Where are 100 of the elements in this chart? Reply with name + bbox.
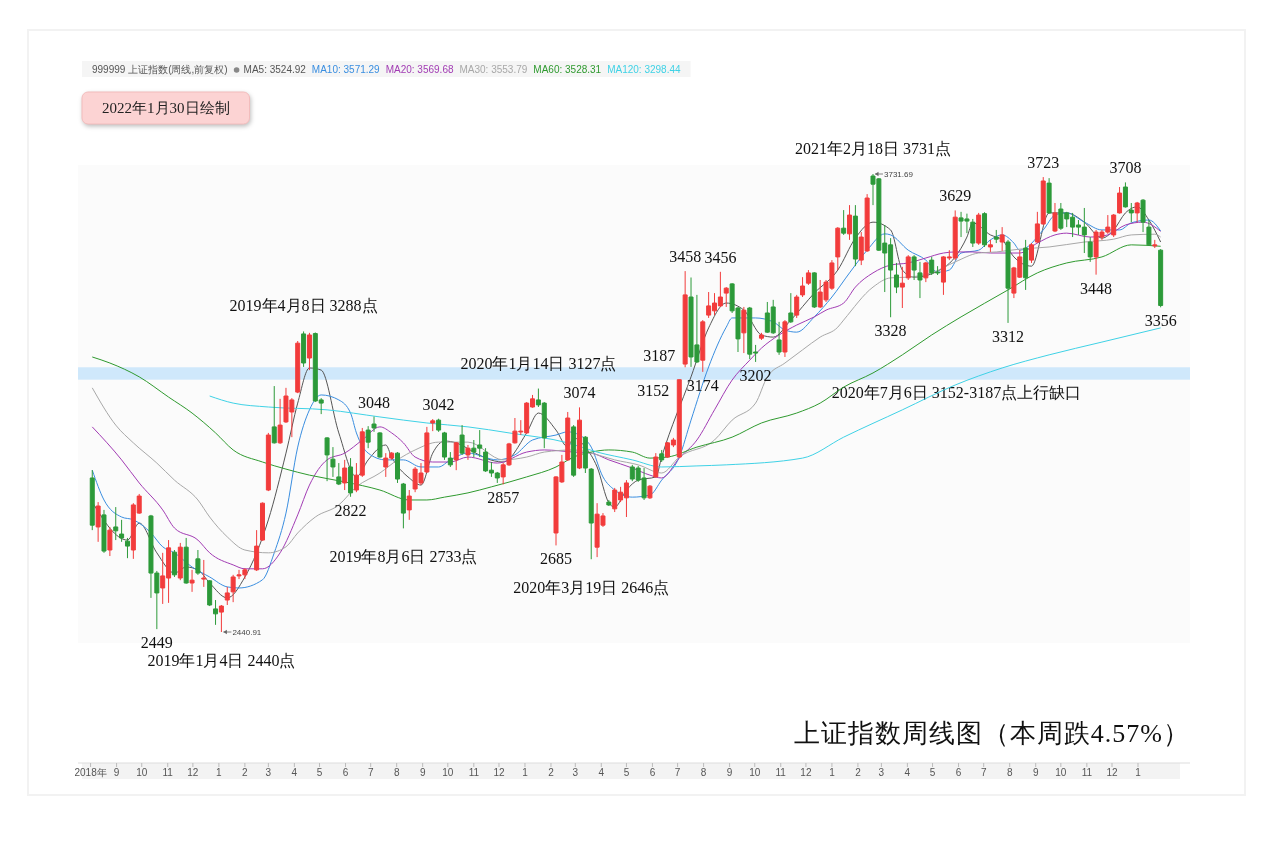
candlestick xyxy=(606,499,612,507)
x-tick-label: 1 xyxy=(829,767,836,778)
band-label: 2020年7月6日 3152-3187点上行缺口 xyxy=(831,383,1082,401)
annotation: 2019年1月4日 2440点 xyxy=(147,652,296,669)
candlestick xyxy=(976,212,982,246)
x-tick-label: 11 xyxy=(775,767,787,778)
candlestick xyxy=(124,537,130,559)
candlestick xyxy=(700,319,706,373)
x-tick-label: 10 xyxy=(749,767,761,778)
x-tick-label: 12 xyxy=(187,767,199,778)
x-tick-label: 3 xyxy=(572,767,579,778)
candlestick xyxy=(377,431,383,459)
x-tick-label: 9 xyxy=(1032,767,1039,778)
candlestick xyxy=(195,549,201,576)
candlestick xyxy=(800,276,806,298)
candlestick xyxy=(301,330,307,368)
candlestick xyxy=(993,229,999,244)
x-tick-label: 8 xyxy=(700,767,707,778)
x-tick-label: 9 xyxy=(726,767,733,778)
candlestick xyxy=(852,204,858,267)
candlestick xyxy=(265,432,271,492)
candlestick xyxy=(89,469,95,531)
annotation: 2019年8月6日 2733点 xyxy=(329,548,478,566)
x-tick-label: 12 xyxy=(493,767,505,778)
annotation: 2857 xyxy=(487,489,520,507)
x-tick-label: 5 xyxy=(929,767,936,778)
x-tick-label: 1 xyxy=(522,767,529,778)
x-tick-label: 2 xyxy=(548,767,555,778)
x-tick-label: 10 xyxy=(1055,767,1067,778)
x-tick-label: 10 xyxy=(442,767,454,778)
x-tick-label: 7 xyxy=(674,767,681,778)
x-tick-label: 6 xyxy=(955,767,962,778)
annotation: 3187 xyxy=(643,347,676,365)
x-tick-label: 9 xyxy=(113,767,120,778)
candlestick xyxy=(1046,177,1052,215)
candlestick xyxy=(653,452,659,479)
candlestick xyxy=(788,292,794,324)
candlestick xyxy=(430,418,436,432)
candlestick xyxy=(213,599,219,626)
candlestick xyxy=(177,542,183,581)
text: MA5: 3524.92 xyxy=(243,64,307,75)
x-tick-label: 12 xyxy=(1106,767,1119,778)
annotation: 3202 xyxy=(739,366,772,384)
candlestick xyxy=(911,254,917,281)
candlestick xyxy=(841,209,847,236)
candlestick xyxy=(1052,202,1058,233)
candlestick xyxy=(171,549,177,578)
candlestick xyxy=(406,489,412,521)
candlestick xyxy=(254,529,260,572)
x-tick-label: 5 xyxy=(316,767,323,778)
annotation: 2440.91 xyxy=(232,628,262,637)
candlestick xyxy=(1152,239,1158,249)
text: 上证指数周线图（本周跌4.57%） xyxy=(793,719,1190,748)
candlestick xyxy=(324,436,330,482)
candlestick xyxy=(917,261,923,299)
candlestick xyxy=(1140,198,1146,233)
candlestick xyxy=(905,254,911,281)
candlestick xyxy=(465,444,471,461)
annotation: 3074 xyxy=(563,384,596,402)
candlestick xyxy=(1122,181,1128,209)
x-tick-label: 8 xyxy=(1006,767,1013,778)
x-tick-label: 10 xyxy=(136,767,148,778)
candlestick xyxy=(847,204,853,241)
candlestick xyxy=(330,446,336,478)
candlestick xyxy=(395,451,401,484)
annotation: 3448 xyxy=(1080,279,1113,297)
candlestick xyxy=(794,294,800,319)
candlestick xyxy=(189,569,195,593)
candlestick xyxy=(741,306,747,354)
candlestick xyxy=(207,579,213,607)
annotation: 3174 xyxy=(686,376,719,394)
candlestick xyxy=(101,509,107,554)
annotation: 2020年1月14日 3127点 xyxy=(460,354,617,372)
x-tick-label: 11 xyxy=(162,767,174,778)
candlestick xyxy=(306,332,312,371)
candlestick xyxy=(201,559,207,588)
annotation: 3731.69 xyxy=(884,170,914,179)
candlestick xyxy=(336,462,342,486)
candlestick xyxy=(811,271,817,309)
x-tick-label: 5 xyxy=(623,767,630,778)
candlestick xyxy=(259,501,265,542)
candlestick xyxy=(565,411,571,462)
candlestick xyxy=(277,398,283,445)
x-tick-label: 2018年 xyxy=(74,767,107,778)
x-tick-label: 12 xyxy=(800,767,812,778)
candlestick xyxy=(1029,242,1034,264)
x-tick-label: 3 xyxy=(265,767,272,778)
candlestick xyxy=(987,239,993,253)
x-tick-label: 11 xyxy=(468,767,480,778)
annotation: 2020年3月19日 2646点 xyxy=(513,579,670,597)
candlestick xyxy=(1134,201,1140,223)
annotation: 2822 xyxy=(334,501,367,519)
annotation: 3152 xyxy=(637,381,670,399)
annotation: 3328 xyxy=(874,322,907,340)
annotation: 3456 xyxy=(704,248,737,266)
annotation: 2019年4月8日 3288点 xyxy=(229,297,378,315)
candlestick xyxy=(805,269,811,286)
annotation: 3458 xyxy=(669,248,702,266)
candlestick xyxy=(1158,248,1164,308)
text: MA10: 3571.29 xyxy=(311,64,381,75)
